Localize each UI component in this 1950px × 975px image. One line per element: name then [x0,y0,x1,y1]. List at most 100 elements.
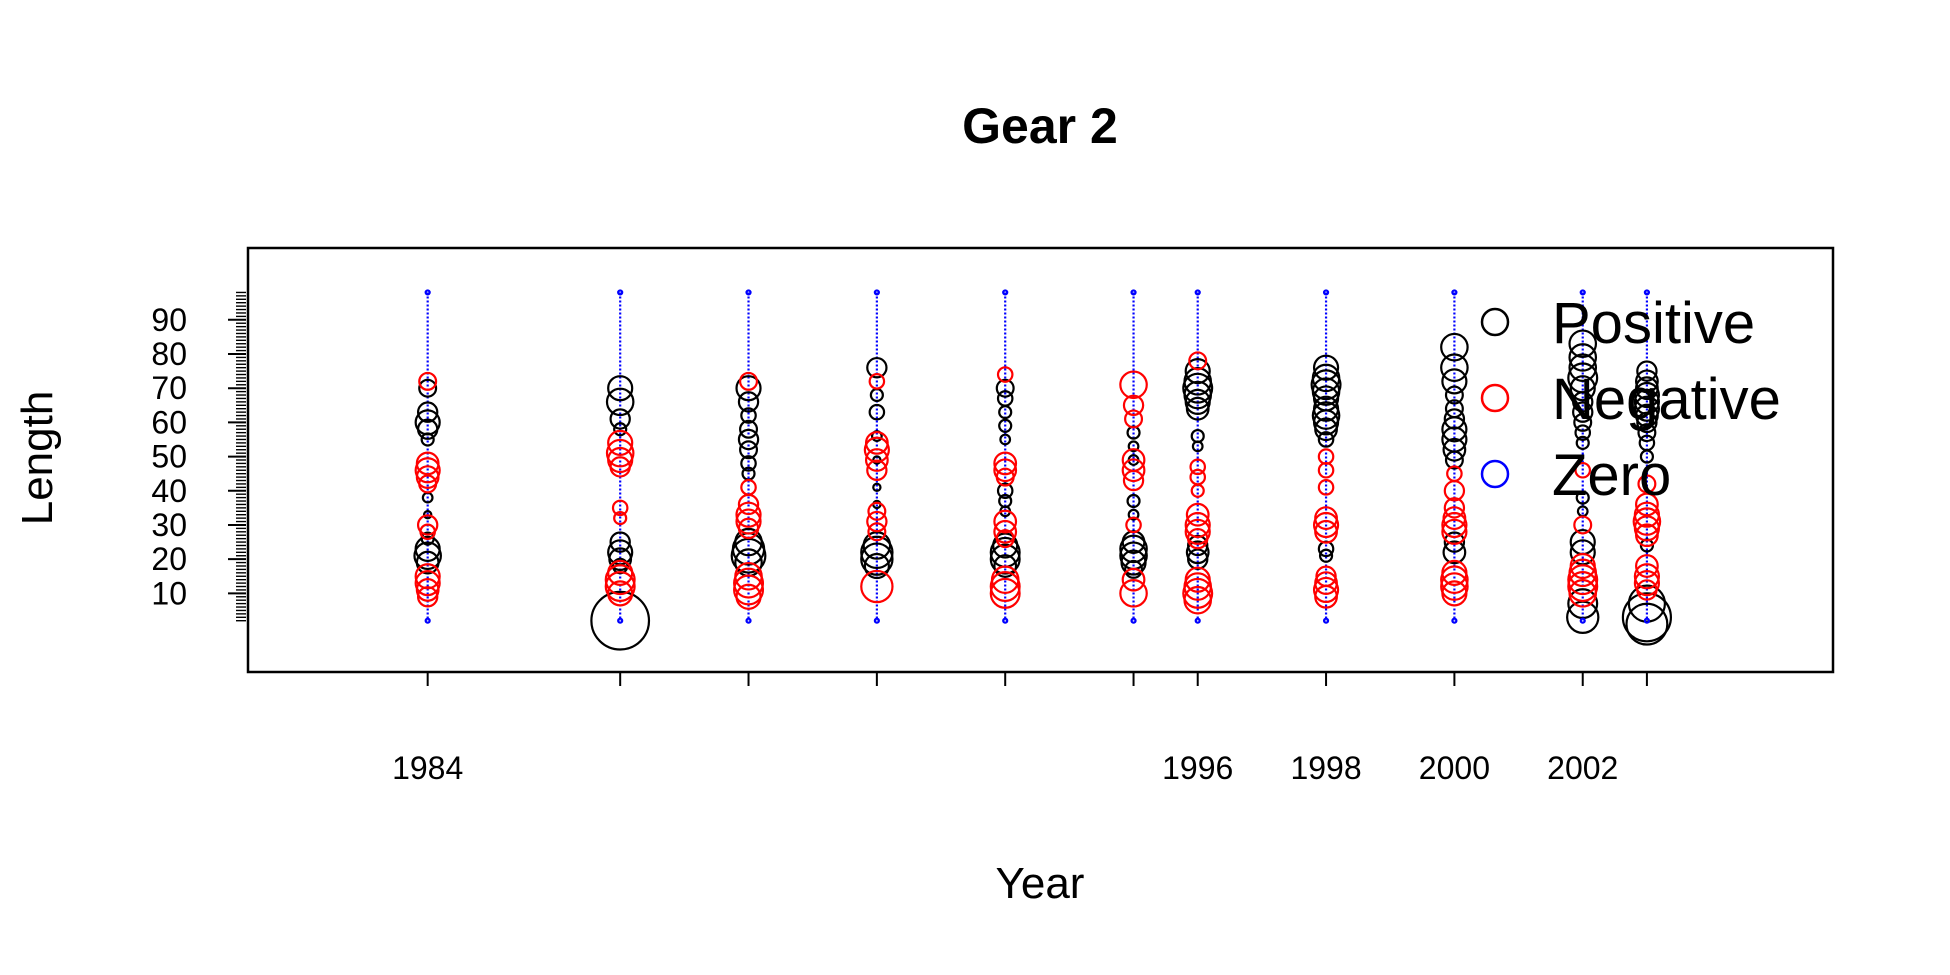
x-tick-label: 1984 [392,750,463,786]
bubble-negative [418,474,438,494]
bubble-zero [1002,617,1009,624]
y-tick-label: 80 [151,336,187,372]
bubble-negative [866,510,888,533]
bubble-negative [1124,409,1144,429]
bubble-positive [1568,329,1598,359]
bubble-positive [1182,372,1214,404]
legend-label: Negative [1552,367,1781,432]
bubble-positive [1312,354,1340,381]
bubble-positive [416,418,439,440]
bubble-positive [1126,493,1141,509]
y-tick-label: 30 [151,507,187,543]
legend: Positive Negative Zero [1480,291,1781,508]
bubble-zero [1579,617,1586,624]
bubble-negative [1122,394,1145,416]
series-zero [424,289,1651,624]
bubble-zero [1451,617,1458,624]
bubble-positive [418,378,438,398]
bubble-positive [863,552,890,580]
bubble-negative [1119,579,1148,608]
bubble-positive [1575,435,1590,451]
bubble-positive [1568,353,1598,382]
plot-frame [246,246,1835,674]
bubble-positive [1318,548,1334,563]
bubble-positive [1440,332,1469,362]
legend-marker [1480,307,1510,337]
bubble-positive [1633,381,1661,409]
bubble-zero [424,617,431,624]
x-axis: 1984 1996 1998 2000 2002 [392,672,1648,786]
bubble-negative [996,366,1014,383]
bubble-positive [996,482,1014,500]
bubble-positive [1317,431,1335,448]
bubble-positive [1120,549,1147,576]
bubble-positive [1569,375,1596,402]
bubble-positive [737,428,760,451]
bubble-negative [1635,523,1659,548]
bubble-negative [607,429,634,457]
bubble-negative [1121,458,1146,483]
bubble-negative [735,501,762,528]
bubble-negative [1184,518,1211,545]
bubble-zero [424,289,431,296]
bubble-positive [1443,531,1466,553]
bubble-positive [1568,343,1598,372]
bubble-positive [1575,490,1590,505]
bubble-positive [1184,388,1211,415]
bubble-positive [1310,369,1342,401]
bubble-negative [1574,461,1592,479]
bubble-positive [739,419,759,439]
bubble-negative [1636,579,1658,601]
bubble-positive [416,401,439,423]
bubble-zero [1194,289,1201,296]
bubble-negative [739,371,759,391]
bubble-negative [1119,370,1148,400]
bubble-positive [869,387,884,403]
bubble-negative [1190,483,1205,498]
bubble-positive [998,405,1013,420]
bubble-positive [613,422,628,437]
bubble-positive [1441,368,1468,395]
bubble-negative [415,465,440,489]
bubble-positive [608,547,633,572]
bubble-negative [607,580,634,607]
bubble-negative [989,571,1021,603]
bubble-zero [1451,289,1458,296]
bubble-zero [745,289,752,296]
bubble-negative [1440,565,1469,594]
bubble-negative [609,456,631,478]
bubble-negative [989,577,1021,609]
bubble-negative [1185,502,1210,527]
legend-marker [1480,459,1510,489]
x-tick-label: 1996 [1162,750,1233,786]
bubble-negative [613,511,628,526]
bubble-positive [1636,360,1658,382]
x-tick-label: 1998 [1290,750,1361,786]
y-axis-label: Length [13,391,62,526]
bubble-negative [1443,497,1466,519]
bubble-zero [873,289,880,296]
bubble-zero [617,617,624,624]
bubble-positive [993,554,1018,578]
bubble-positive [1635,369,1659,394]
bubble-negative [1314,519,1338,544]
bubble-negative [735,583,762,610]
bubble-negative [605,438,635,468]
bubble-zero [1002,289,1009,296]
bubble-positive [1635,403,1659,428]
y-tick-label: 10 [151,575,187,611]
legend-label: Positive [1552,291,1755,356]
bubble-positive [1637,423,1657,443]
bubble-zero [873,617,880,624]
y-tick-label: 90 [151,302,187,338]
bubble-negative [867,522,887,542]
bubble-positive [872,455,882,465]
bubble-negative [864,431,889,455]
bubble-negative [1121,567,1146,592]
bubble-negative [1632,507,1662,536]
bubble-negative [993,519,1018,544]
bubble-negative [733,574,765,606]
bubble-negative [864,448,889,472]
bubble-negative [1188,351,1208,371]
bubble-positive [860,542,894,576]
